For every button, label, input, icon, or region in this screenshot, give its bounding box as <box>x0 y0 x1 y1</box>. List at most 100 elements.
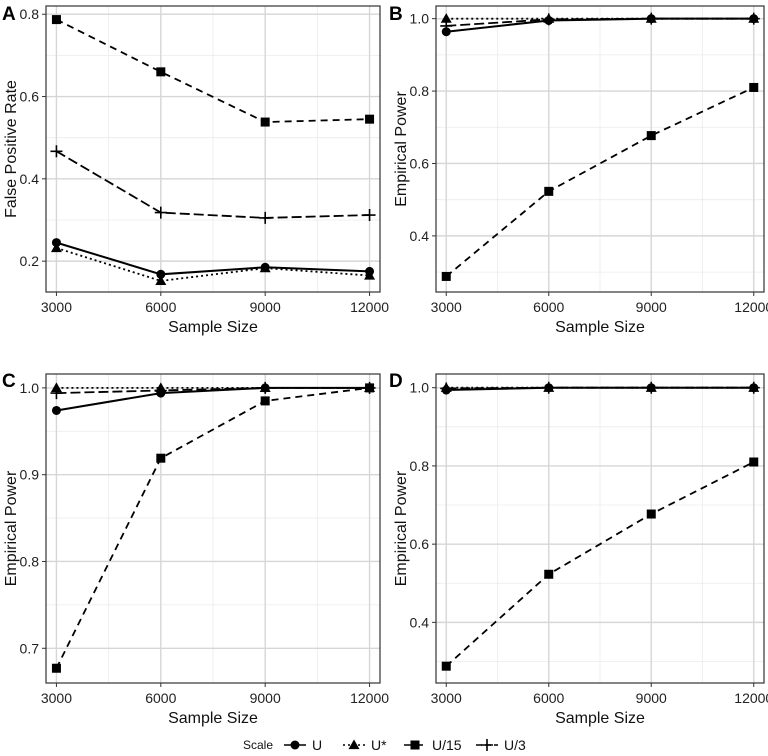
data-point <box>749 14 759 24</box>
x-tick-label: 9000 <box>636 690 667 706</box>
series-line-u <box>56 241 370 276</box>
series-line-ustar <box>56 247 370 282</box>
series-line-u15 <box>445 461 755 667</box>
data-point <box>544 569 554 579</box>
y-tick-label: 0.4 <box>20 171 40 187</box>
data-point <box>260 396 270 406</box>
y-tick-label: 0.4 <box>410 228 430 244</box>
data-point <box>365 114 375 124</box>
panel-a: 0.2 0.4 0.6 0.8 3000 6000 9000 12000 Sample Size… <box>2 4 389 336</box>
legend-key-marker <box>410 740 420 750</box>
x-tick-label: 3000 <box>431 690 462 706</box>
y-tick-label: 0.7 <box>20 640 40 656</box>
data-point <box>441 271 451 281</box>
y-tick-label: 0.6 <box>20 89 40 105</box>
data-point <box>365 266 375 276</box>
data-point <box>749 82 759 92</box>
data-point <box>441 27 451 37</box>
legend-item: U/3 <box>476 737 526 753</box>
panel-border <box>435 5 765 293</box>
data-point <box>154 206 167 219</box>
x-tick-label: 6000 <box>533 299 564 315</box>
data-point <box>365 383 375 393</box>
legend-item: U <box>284 737 322 753</box>
legend-item: U* <box>343 737 387 753</box>
series-line-u <box>56 386 370 412</box>
x-axis-title: Sample Size <box>555 710 645 727</box>
x-tick-label: 6000 <box>145 690 176 706</box>
x-tick-label: 12000 <box>734 690 768 706</box>
data-point <box>646 383 656 393</box>
y-axis-title: Empirical Power <box>393 470 410 586</box>
y-tick-label: 0.9 <box>20 467 40 483</box>
data-point <box>259 211 272 224</box>
data-point <box>50 145 63 158</box>
data-point <box>646 14 656 24</box>
series-line-u15 <box>56 18 370 123</box>
x-axis-title: Sample Size <box>168 710 258 727</box>
data-point <box>544 15 554 25</box>
data-point <box>260 262 270 272</box>
x-axis-title: Sample Size <box>168 319 258 336</box>
panel-letter: B <box>389 4 403 25</box>
y-tick-label: 0.6 <box>410 155 430 171</box>
data-point <box>155 275 167 286</box>
data-point <box>441 661 451 671</box>
data-point <box>51 405 61 415</box>
data-point <box>51 238 61 248</box>
y-axis-title: False Positive Rate <box>3 80 20 218</box>
data-point <box>440 13 452 23</box>
y-tick-label: 0.8 <box>20 553 40 569</box>
data-point <box>749 457 759 467</box>
x-tick-label: 12000 <box>350 299 389 315</box>
data-point <box>50 382 62 393</box>
x-axis-title: Sample Size <box>555 319 645 336</box>
x-tick-label: 9000 <box>250 690 281 706</box>
data-point <box>646 131 656 141</box>
data-point <box>749 383 759 393</box>
series-line-u15 <box>445 86 755 278</box>
panel-border <box>435 373 765 684</box>
x-tick-label: 6000 <box>533 690 564 706</box>
y-tick-label: 0.2 <box>20 253 40 269</box>
panel-border <box>45 373 381 684</box>
x-tick-label: 6000 <box>145 299 176 315</box>
series-line-u3 <box>55 150 370 219</box>
panel-d: 0.4 0.6 0.8 1.0 3000 6000 9000 12000 Sample Size… <box>389 371 768 727</box>
x-tick-label: 12000 <box>734 299 768 315</box>
panel-letter: D <box>389 371 403 392</box>
panel-letter: A <box>2 4 16 25</box>
data-point <box>260 383 270 393</box>
y-tick-label: 1.0 <box>20 380 40 396</box>
y-tick-label: 1.0 <box>410 11 430 27</box>
data-point <box>156 388 166 398</box>
data-point <box>260 117 270 127</box>
data-point <box>441 385 451 395</box>
data-point <box>50 242 62 253</box>
legend-key-marker <box>481 739 493 751</box>
legend-item: U/15 <box>404 737 462 753</box>
y-tick-label: 0.8 <box>410 458 430 474</box>
y-tick-label: 0.8 <box>20 6 40 22</box>
series-line-u15 <box>55 386 370 669</box>
legend-key-marker <box>290 740 300 750</box>
panel-b: 0.4 0.6 0.8 1.0 3000 6000 9000 12000 Sample Size… <box>389 4 768 336</box>
legend-label: U <box>312 737 322 753</box>
y-tick-label: 1.0 <box>410 380 430 396</box>
x-tick-label: 3000 <box>431 299 462 315</box>
series-line-u <box>446 386 754 392</box>
x-tick-label: 3000 <box>41 299 72 315</box>
data-point <box>51 663 61 673</box>
legend-label: U/15 <box>432 737 462 753</box>
data-point <box>156 453 166 463</box>
panel-border <box>45 5 381 293</box>
y-tick-label: 0.6 <box>410 536 430 552</box>
legend-label: U* <box>371 737 387 753</box>
data-point <box>544 383 554 393</box>
data-point <box>363 209 376 222</box>
y-axis-title: Empirical Power <box>3 470 20 586</box>
panel-c: 0.7 0.8 0.9 1.0 3000 6000 9000 12000 Sample Size… <box>2 371 389 727</box>
x-tick-label: 9000 <box>250 299 281 315</box>
data-point <box>646 509 656 519</box>
